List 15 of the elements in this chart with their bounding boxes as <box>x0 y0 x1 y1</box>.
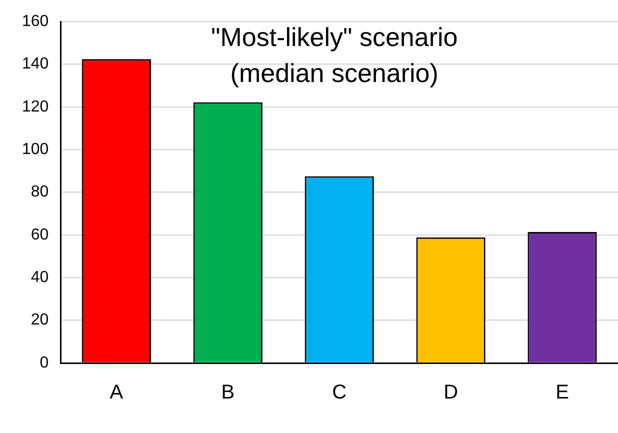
x-tick-label: D <box>444 382 458 404</box>
x-tick-label: B <box>221 382 235 404</box>
y-tick-label: 120 <box>22 98 49 116</box>
y-tick-label: 40 <box>30 269 49 286</box>
x-tick-label: C <box>332 382 347 404</box>
x-tick-label: E <box>556 382 569 404</box>
y-tick-label: 100 <box>22 141 49 158</box>
x-tick-label: A <box>110 382 124 404</box>
y-tick-label: 160 <box>22 13 49 30</box>
text: "Most-likely" scenario (median scenario) <box>210 22 458 88</box>
y-tick-label: 140 <box>22 56 49 73</box>
y-tick-label: 80 <box>30 184 49 201</box>
y-tick-label: 20 <box>30 312 49 329</box>
y-tick-label: 0 <box>40 354 49 372</box>
y-tick-label: 60 <box>30 226 49 244</box>
